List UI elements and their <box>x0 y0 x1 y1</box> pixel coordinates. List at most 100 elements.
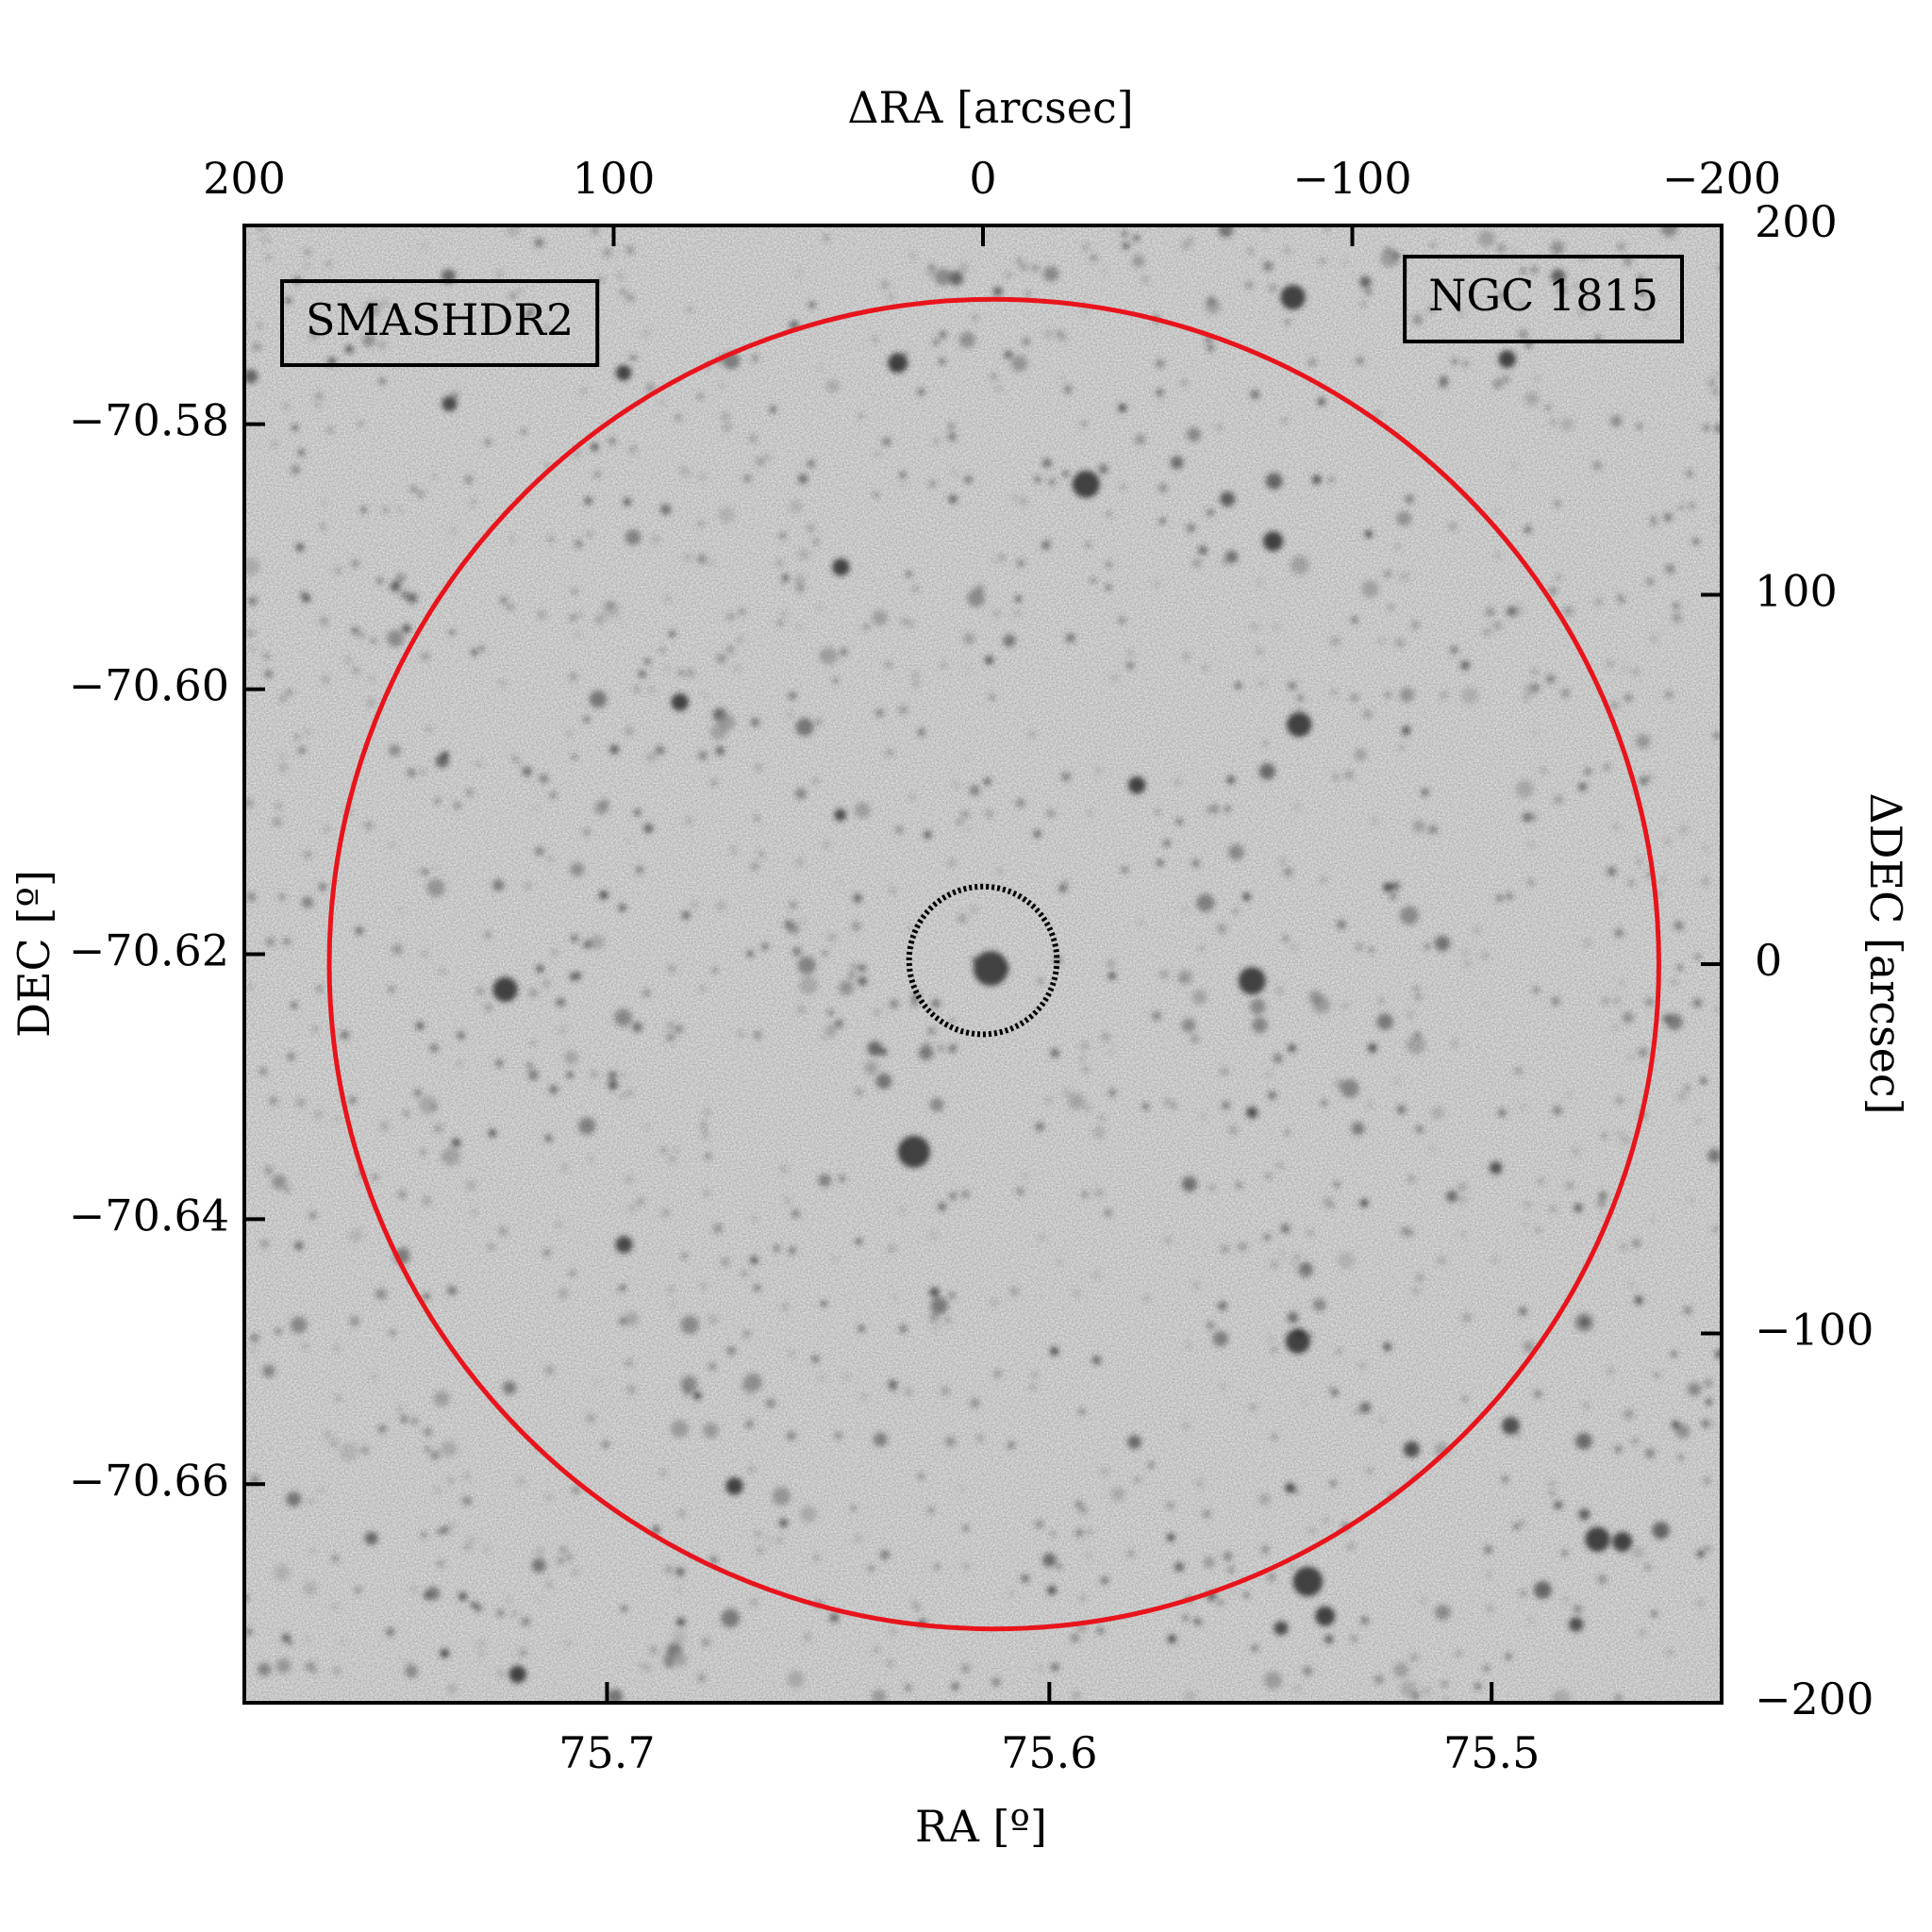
star <box>1163 840 1171 847</box>
star <box>991 558 998 564</box>
star <box>1121 866 1128 874</box>
star <box>1606 659 1614 668</box>
star <box>531 1557 546 1574</box>
star <box>677 670 684 676</box>
star <box>1099 1116 1105 1121</box>
star <box>1430 242 1436 248</box>
star <box>537 609 546 620</box>
star <box>257 323 263 328</box>
star <box>874 1009 880 1016</box>
star <box>364 821 374 830</box>
star <box>248 596 258 606</box>
star <box>1242 892 1251 901</box>
star <box>464 1497 473 1506</box>
star <box>1419 1597 1427 1606</box>
star <box>886 749 893 757</box>
star <box>557 1222 561 1227</box>
star <box>659 399 665 406</box>
star <box>358 422 363 426</box>
star <box>1378 997 1385 1004</box>
star <box>603 247 612 258</box>
star <box>1047 1585 1057 1595</box>
star <box>1577 782 1588 791</box>
star <box>1281 418 1287 424</box>
y-tick-label: −70.64 <box>69 1190 229 1241</box>
star <box>787 711 793 718</box>
star <box>874 450 880 457</box>
star <box>1302 1398 1307 1404</box>
star <box>892 1294 897 1299</box>
star <box>1079 1056 1086 1062</box>
star <box>665 595 671 602</box>
star <box>509 291 517 300</box>
star <box>989 693 996 701</box>
star <box>675 1567 685 1576</box>
star <box>1086 542 1091 547</box>
star <box>1560 688 1571 698</box>
star <box>697 554 707 564</box>
star <box>1258 1493 1271 1506</box>
star <box>1647 774 1653 780</box>
star <box>899 1324 908 1333</box>
star <box>527 308 535 315</box>
star <box>527 1070 539 1081</box>
star <box>645 383 656 392</box>
star <box>475 1604 483 1612</box>
star <box>955 1684 960 1690</box>
star <box>1714 371 1719 375</box>
star <box>663 665 671 673</box>
star <box>1057 1259 1062 1265</box>
star <box>457 1060 463 1067</box>
star <box>1614 928 1624 938</box>
star <box>1393 1662 1409 1678</box>
star <box>1159 970 1169 979</box>
star <box>1338 1252 1355 1269</box>
star <box>644 1124 650 1129</box>
star <box>1081 308 1089 315</box>
star <box>1524 695 1529 701</box>
star <box>948 1291 957 1300</box>
star <box>318 1487 325 1494</box>
star <box>1207 296 1216 307</box>
star <box>1485 607 1495 617</box>
star <box>543 1249 551 1257</box>
star <box>1546 674 1556 684</box>
star <box>1696 1550 1705 1558</box>
star <box>415 1022 425 1030</box>
star <box>739 1031 743 1036</box>
star <box>314 402 321 408</box>
star <box>1263 1234 1271 1241</box>
star <box>899 1206 906 1213</box>
star <box>722 422 732 432</box>
star <box>1644 1448 1656 1458</box>
star <box>370 700 375 706</box>
star <box>1087 1529 1093 1535</box>
star <box>508 1665 526 1684</box>
x2-tick-label: −200 <box>1662 153 1781 204</box>
star <box>364 301 382 318</box>
star <box>1270 1259 1279 1270</box>
star <box>1494 552 1501 558</box>
star <box>1174 779 1180 785</box>
star <box>948 271 964 286</box>
star <box>1126 1550 1135 1557</box>
star <box>420 768 426 775</box>
star <box>281 1633 291 1643</box>
star <box>1098 464 1108 475</box>
star <box>1637 424 1642 429</box>
star <box>961 1190 970 1198</box>
star <box>1524 391 1540 407</box>
star <box>351 626 359 635</box>
star <box>1536 1227 1541 1233</box>
star <box>716 901 725 911</box>
star <box>781 1303 790 1311</box>
star <box>1664 838 1671 844</box>
star <box>734 665 741 672</box>
star <box>620 289 625 295</box>
star <box>1528 1618 1533 1623</box>
star <box>1181 1176 1198 1192</box>
star <box>999 555 1005 560</box>
star <box>1428 307 1434 312</box>
star <box>1492 378 1503 390</box>
star <box>362 334 375 347</box>
